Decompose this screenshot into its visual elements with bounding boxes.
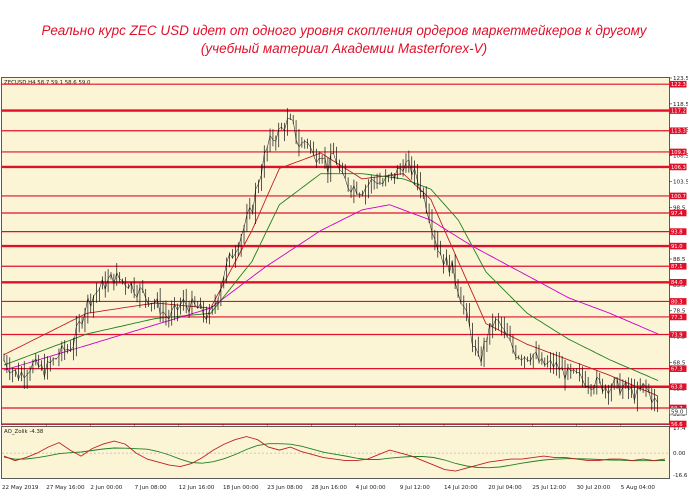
x-tick-label: 12 Jun 16:00	[179, 485, 215, 491]
level-price-label: 73.9	[671, 332, 683, 338]
x-tick-label: 7 Jun 08:00	[135, 485, 167, 491]
level-price-label: 117.2	[671, 108, 686, 114]
level-price-box	[669, 331, 687, 338]
chart-title-line2: (учебный материал Академии Masterforex-V…	[200, 41, 488, 56]
level-price-label: 67.3	[671, 367, 683, 373]
level-price-box	[669, 404, 687, 412]
x-tick-label: 9 Jul 12:00	[400, 485, 430, 491]
level-price-box	[669, 107, 687, 114]
y-tick-label: 83.5	[673, 283, 686, 289]
level-price-box	[669, 278, 687, 286]
level-price-box	[669, 228, 687, 235]
y-tick-label: 118.5	[673, 102, 688, 108]
x-tick-label: 27 May 16:00	[46, 485, 85, 491]
x-tick-label: 14 Jul 20:00	[444, 485, 478, 491]
chart-title-line1: Реально курс ZEC USD идет от одного уров…	[41, 23, 647, 38]
level-price-label: 97.4	[671, 211, 683, 217]
level-price-box	[669, 127, 687, 135]
x-tick-label: 28 Jun 16:00	[311, 485, 347, 491]
y-tick-label: 58.5	[673, 412, 686, 418]
level-price-box	[669, 262, 687, 270]
current-price-label: 59.0	[671, 409, 684, 415]
oscillator-tick-label: 0.00	[673, 451, 686, 457]
x-tick-label: 22 May 2019	[2, 485, 39, 491]
y-tick-label: 108.5	[673, 154, 688, 160]
oscillator-header: AO_Zolik -4.38	[4, 429, 44, 435]
level-price-label: 80.3	[671, 299, 683, 305]
x-tick-label: 30 Jul 20:00	[577, 485, 611, 491]
x-tick-label: 18 Jun 00:00	[223, 485, 259, 491]
level-price-box	[669, 192, 687, 200]
level-price-label: 56.6	[671, 422, 683, 428]
y-tick-label: 98.5	[673, 205, 686, 211]
level-price-box	[669, 313, 687, 321]
x-tick-label: 20 Jul 04:00	[488, 485, 522, 491]
level-price-box	[669, 298, 687, 305]
x-tick-label: 2 Jun 00:00	[90, 485, 122, 491]
y-tick-label: 78.5	[673, 309, 686, 315]
x-tick-label: 25 Jul 12:00	[532, 485, 566, 491]
y-tick-label: 103.5	[673, 179, 688, 185]
level-price-label: 91.0	[671, 244, 683, 250]
level-price-label: 93.8	[671, 230, 683, 236]
level-price-label: 77.3	[671, 315, 683, 321]
level-price-box	[669, 420, 687, 428]
y-tick-label: 123.5	[673, 76, 688, 82]
oscillator-line	[3, 436, 666, 472]
x-tick-label: 23 Jun 08:00	[267, 485, 303, 491]
y-tick-label: 88.5	[673, 257, 686, 263]
main-plot-area	[1, 77, 670, 425]
level-price-label: 87.1	[671, 264, 683, 270]
level-price-label: 63.8	[671, 385, 683, 391]
level-price-label: 113.3	[671, 129, 686, 135]
price-close-line	[3, 118, 658, 404]
moving-average-line	[3, 204, 659, 371]
level-price-box	[669, 383, 687, 391]
level-price-label: 122.3	[671, 82, 686, 88]
x-tick-label: 5 Aug 04:00	[621, 485, 656, 491]
x-tick-label: 4 Jul 00:00	[356, 485, 386, 491]
symbol-header: ZECUSD,H4 58.7 59.1 58.6 59.0	[4, 80, 91, 86]
level-price-box	[669, 242, 687, 250]
current-price-box	[669, 408, 687, 416]
level-price-box	[669, 163, 687, 171]
oscillator-tick-label: 17.4	[673, 426, 686, 432]
oscillator-tick-label: -16.61	[673, 473, 688, 479]
level-price-box	[669, 148, 687, 156]
level-price-box	[669, 209, 687, 217]
y-tick-label: 68.5	[673, 360, 686, 366]
level-price-label: 109.2	[671, 150, 686, 156]
level-price-label: 84.0	[671, 280, 683, 286]
level-price-label: 106.3	[671, 165, 686, 171]
level-price-label: 100.7	[671, 194, 686, 200]
oscillator-signal-line	[3, 443, 666, 469]
oscillator-plot-area	[1, 426, 670, 479]
level-price-box	[669, 365, 687, 372]
level-price-box	[669, 80, 687, 88]
